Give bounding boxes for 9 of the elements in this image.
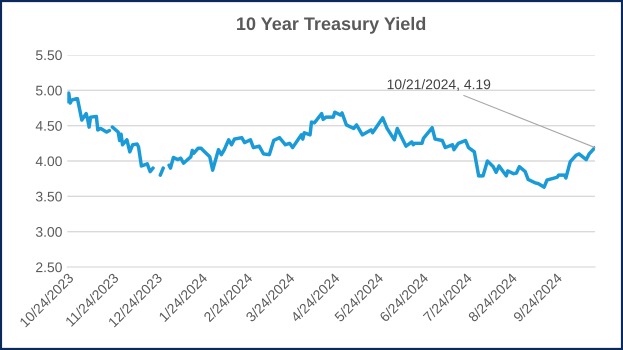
y-tick-label: 4.00 — [36, 156, 62, 166]
y-tick-label: 5.50 — [36, 50, 62, 60]
y-tick-label: 3.50 — [36, 192, 62, 202]
y-tick-label: 3.00 — [36, 227, 62, 237]
annotation: 10/21/2024, 4.19 — [388, 79, 490, 91]
y-tick-label: 5.00 — [36, 86, 62, 96]
y-tick-label: 4.50 — [36, 120, 62, 131]
chart-title: 10 Year Treasury Yield — [237, 16, 426, 34]
y-tick-label: 2.50 — [36, 262, 62, 272]
